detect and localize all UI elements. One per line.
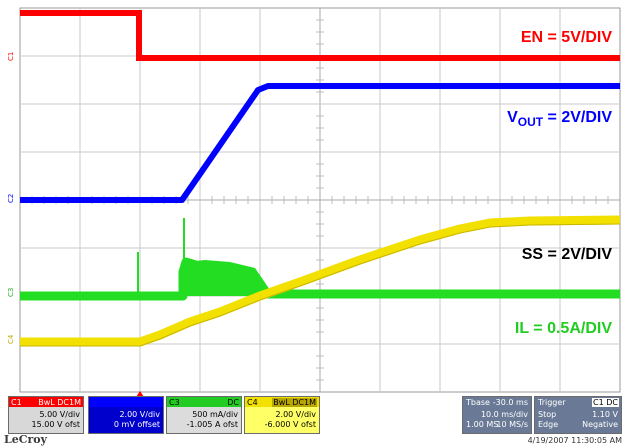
channel-box-c1[interactable]: C1 BwL DC1M 5.00 V/div 15.00 V ofst xyxy=(8,396,84,434)
timebase-value: -30.0 ms xyxy=(492,398,528,407)
marker-c4: C4 xyxy=(7,334,15,344)
marker-c3: C3 xyxy=(7,288,15,297)
trace-c3-il-ringing xyxy=(186,260,270,296)
timebase-box[interactable]: Tbase -30.0 ms 10.0 ms/div 1.00 MS 10 MS… xyxy=(462,396,532,434)
label-il: IL = 0.5A/DIV xyxy=(515,320,612,337)
label-vout: VOUT = 2V/DIV xyxy=(507,109,612,129)
label-ss: SS = 2V/DIV xyxy=(522,246,613,263)
channel-c2-offset: 0 mV offset xyxy=(113,420,160,429)
capture-timestamp: 4/19/2007 11:30:05 AM xyxy=(527,436,622,445)
channel-c4-tags: BwL DC1M xyxy=(272,398,317,407)
trace-c1-en xyxy=(20,10,620,61)
channel-c3-id: C3 xyxy=(169,398,180,407)
channel-c4-scale: 2.00 V/div xyxy=(275,410,316,419)
marker-c2: C2 xyxy=(7,194,15,203)
channel-c1-scale: 5.00 V/div xyxy=(39,410,80,419)
timebase-label: Tbase xyxy=(466,398,490,407)
channel-c1-offset: 15.00 V ofst xyxy=(31,420,80,429)
trace-c4-ss xyxy=(20,215,621,347)
timebase-samples: 1.00 MS xyxy=(466,420,499,429)
timebase-per-div: 10.0 ms/div xyxy=(480,410,528,419)
channel-box-c2[interactable]: 2.00 V/div 0 mV offset xyxy=(88,396,164,434)
channel-box-c4[interactable]: C4 BwL DC1M 2.00 V/div -6.000 V ofst xyxy=(244,396,320,434)
channel-box-c3[interactable]: C3 DC 500 mA/div -1.005 A ofst xyxy=(166,396,242,434)
trace-c4-ss-edge xyxy=(20,223,621,347)
marker-c1: C1 xyxy=(7,52,15,61)
trigger-mode: Stop xyxy=(538,410,557,419)
trigger-box[interactable]: Trigger C1 DC Stop 1.10 V Edge Negative xyxy=(534,396,622,434)
trace-c2-vout xyxy=(20,83,620,203)
trigger-type: Edge xyxy=(538,420,559,429)
channel-c4-offset: -6.000 V ofst xyxy=(264,420,316,429)
trigger-label: Trigger xyxy=(538,398,566,407)
channel-c4-id: C4 xyxy=(247,398,258,407)
label-en: EN = 5V/DIV xyxy=(521,29,612,46)
trigger-position-marker xyxy=(136,391,144,397)
channel-c3-scale: 500 mA/div xyxy=(192,410,238,419)
timebase-rate: 10 MS/s xyxy=(496,420,528,429)
trigger-slope: Negative xyxy=(582,420,618,429)
channel-c1-id: C1 xyxy=(11,398,22,407)
channel-c1-tags: BwL DC1M xyxy=(38,398,81,407)
channel-c2-scale: 2.00 V/div xyxy=(119,410,160,419)
brand-logo: LeCroy xyxy=(4,433,48,446)
channel-c3-offset: -1.005 A ofst xyxy=(186,420,238,429)
trigger-source: C1 DC xyxy=(592,398,619,407)
channel-c3-tags: DC xyxy=(227,398,239,407)
trigger-level: 1.10 V xyxy=(592,410,618,419)
